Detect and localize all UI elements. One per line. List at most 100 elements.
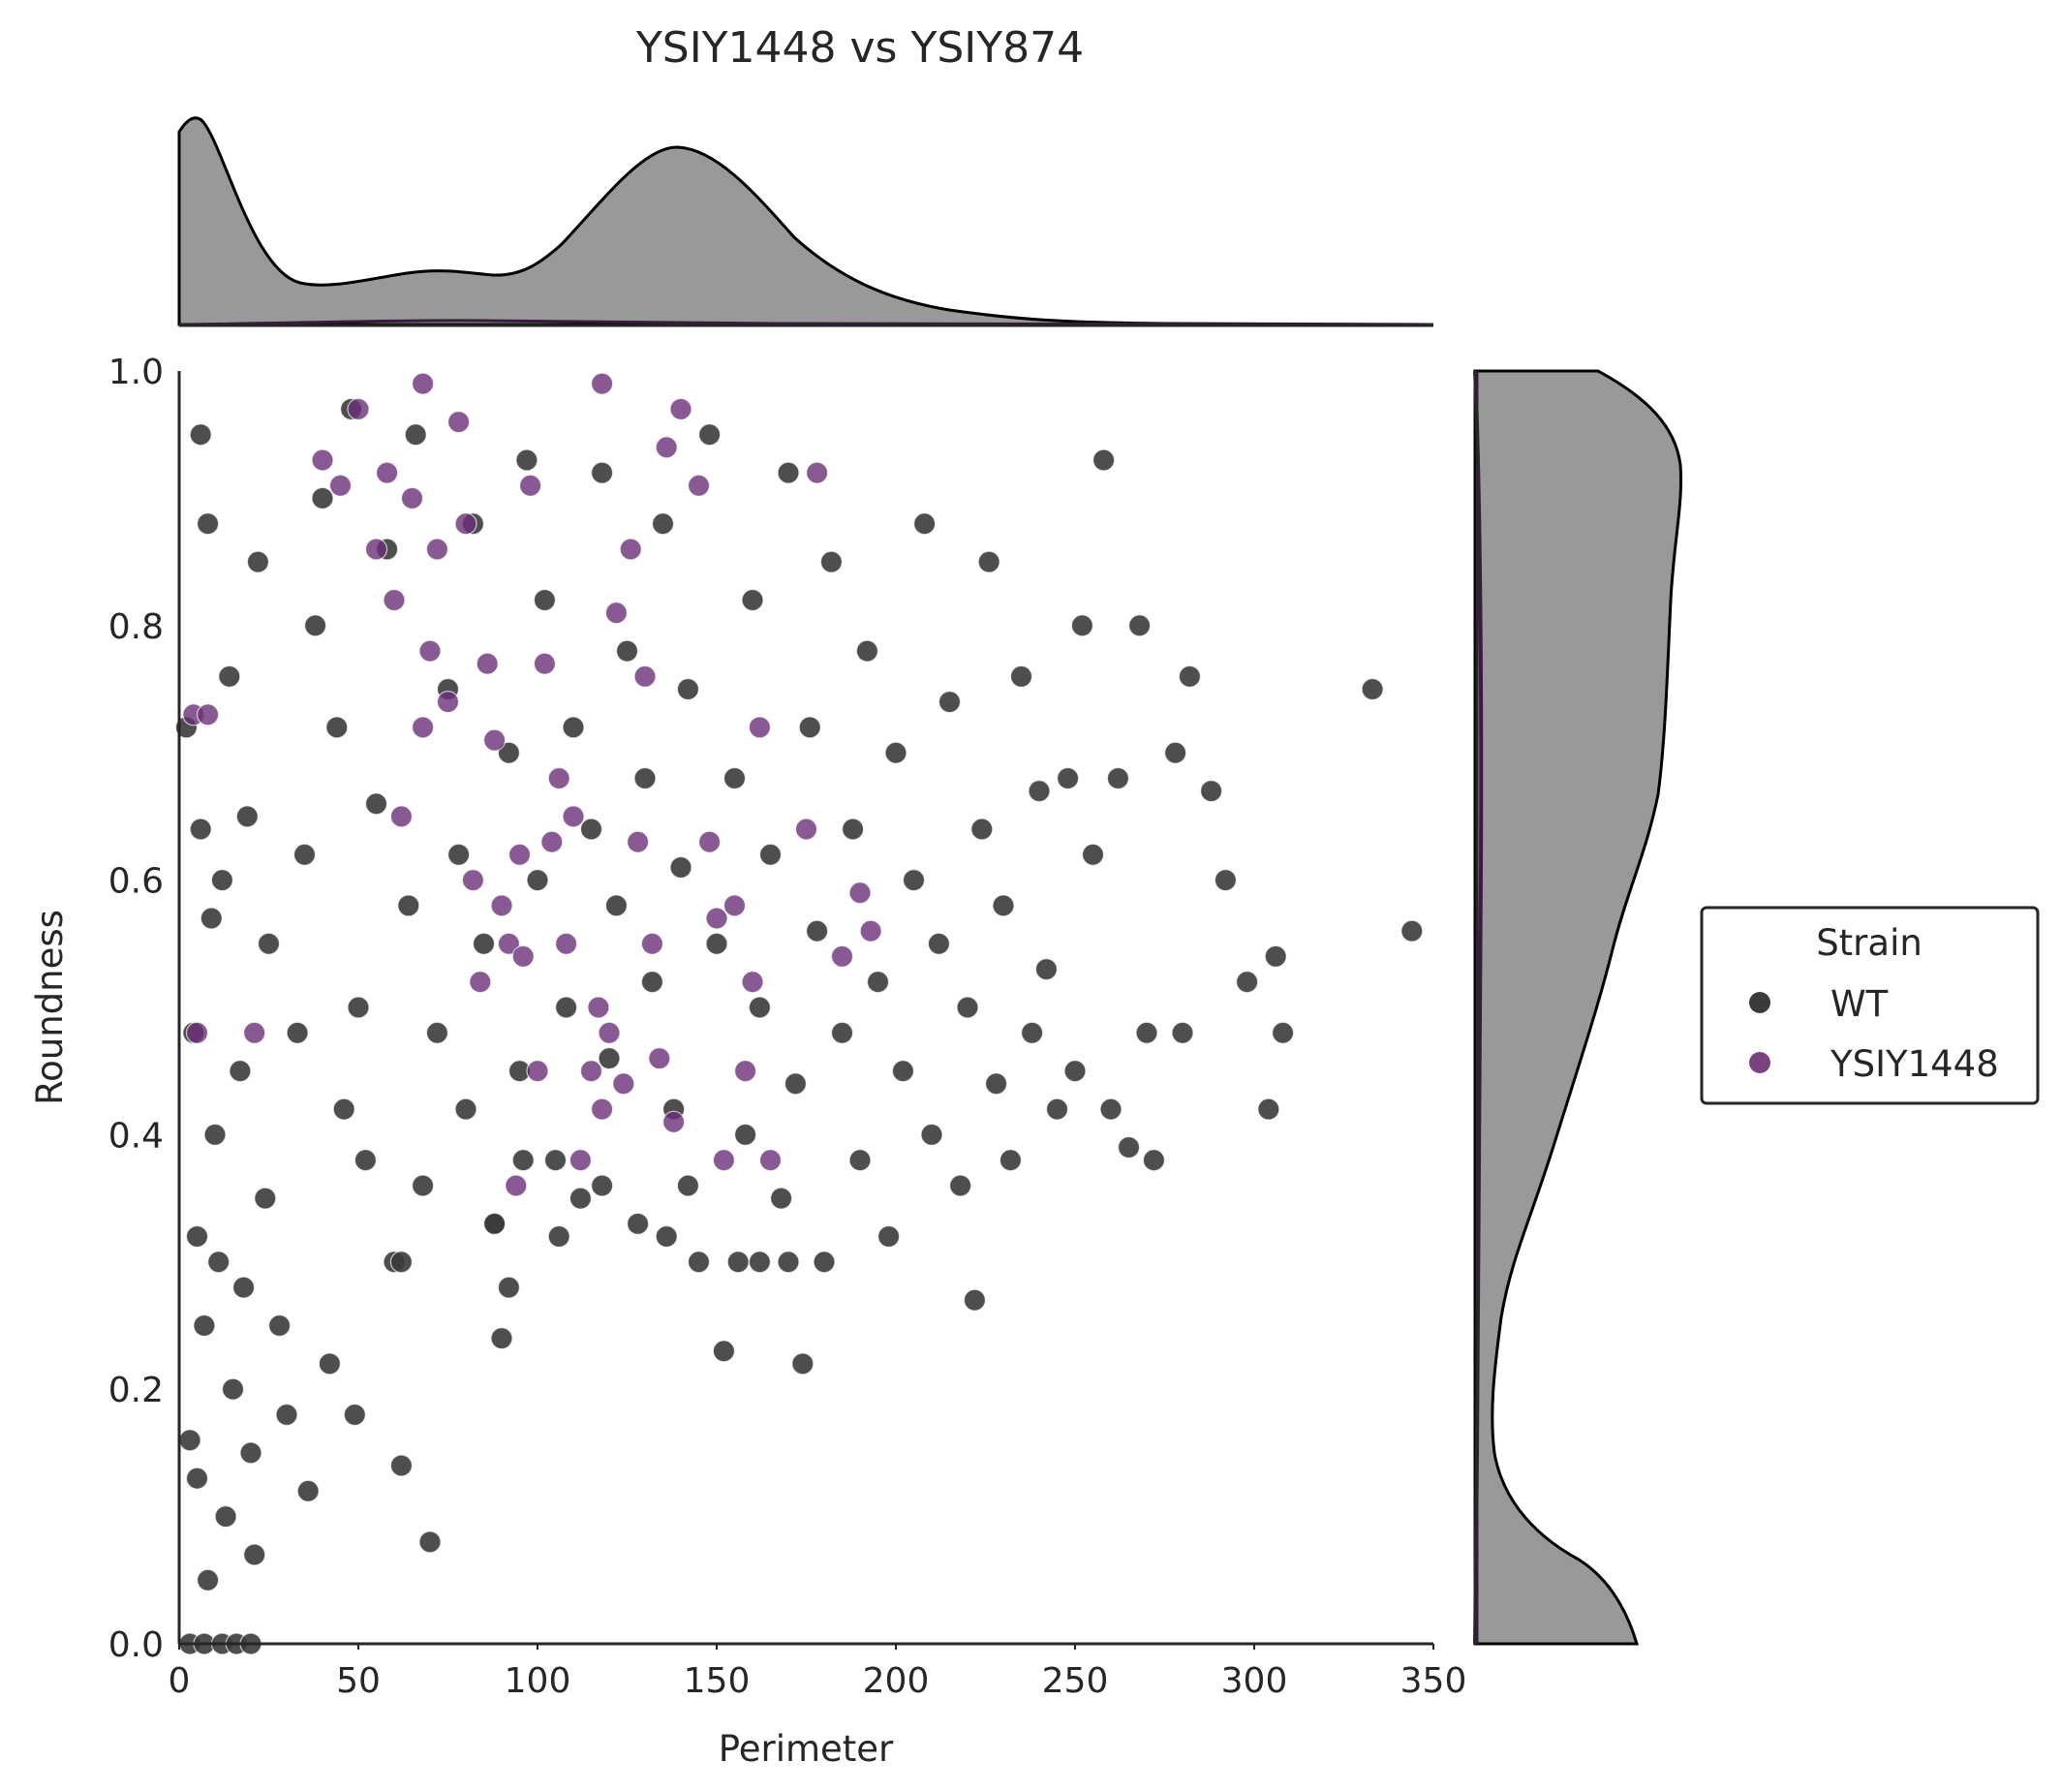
point-wt: [676, 1174, 700, 1197]
point-ysiy1448: [412, 372, 435, 395]
point-ysiy1448: [554, 932, 578, 955]
point-ysiy1448: [669, 397, 692, 420]
point-ysiy1448: [661, 1110, 686, 1133]
x-tick-label: 0: [169, 1661, 191, 1701]
point-wt: [275, 1403, 298, 1427]
point-wt: [203, 1123, 227, 1147]
point-ysiy1448: [705, 907, 728, 930]
point-ysiy1448: [511, 944, 535, 969]
point-wt: [497, 741, 521, 764]
point-wt: [726, 1251, 750, 1274]
point-wt: [798, 716, 821, 739]
point-ysiy1448: [547, 766, 570, 790]
point-wt: [777, 461, 800, 484]
point-wt: [651, 512, 675, 536]
point-wt: [232, 1276, 256, 1299]
point-ysiy1448: [412, 716, 435, 739]
y-tick-label: 0.4: [108, 1116, 164, 1156]
point-wt: [712, 1340, 736, 1363]
point-wt: [286, 1021, 309, 1044]
point-wt: [343, 1403, 366, 1427]
series-ysiy1448: [182, 372, 882, 1197]
point-wt: [598, 1046, 621, 1070]
point-ysiy1448: [604, 602, 629, 625]
point-ysiy1448: [723, 894, 747, 917]
point-wt: [229, 1060, 252, 1083]
point-wt: [927, 932, 951, 955]
x-tick-label: 150: [684, 1661, 751, 1701]
point-wt: [412, 1174, 435, 1197]
point-wt: [1081, 843, 1105, 866]
point-ysiy1448: [569, 1149, 593, 1172]
x-tick-label: 250: [1042, 1661, 1109, 1701]
point-ysiy1448: [848, 881, 872, 905]
point-ysiy1448: [619, 538, 642, 561]
point-wt: [655, 1224, 678, 1249]
point-ysiy1448: [655, 436, 678, 459]
point-wt: [292, 843, 317, 866]
point-wt: [1257, 1097, 1280, 1121]
legend-marker-ysiy1448: [1749, 1052, 1770, 1073]
point-wt: [1063, 1060, 1087, 1083]
point-ysiy1448: [533, 652, 557, 675]
point-wt: [948, 1174, 972, 1197]
point-wt: [615, 639, 639, 663]
point-wt: [769, 1187, 793, 1210]
point-wt: [389, 1251, 413, 1274]
point-wt: [705, 932, 728, 955]
legend-title: Strain: [1816, 922, 1923, 964]
point-wt: [268, 1313, 292, 1338]
kde-y-wt-area: [1473, 369, 1683, 1646]
point-wt: [1045, 1097, 1069, 1121]
point-wt: [891, 1060, 915, 1083]
legend-frame: [1700, 906, 2040, 1105]
y-axis-label: Roundness: [29, 910, 71, 1105]
point-ysiy1448: [469, 971, 492, 994]
point-ysiy1448: [587, 996, 610, 1019]
point-wt: [178, 1429, 201, 1452]
point-wt: [543, 1149, 568, 1172]
point-wt: [193, 1313, 216, 1338]
point-ysiy1448: [483, 728, 507, 752]
y-tick-label: 1.0: [108, 353, 164, 392]
point-wt: [569, 1187, 593, 1210]
point-wt: [1142, 1149, 1166, 1172]
point-ysiy1448: [612, 1072, 635, 1096]
point-ysiy1448: [383, 588, 406, 612]
point-wt: [1199, 779, 1223, 803]
point-wt: [239, 1441, 262, 1465]
point-wt: [189, 818, 212, 841]
point-wt: [354, 1149, 377, 1172]
point-wt: [963, 1288, 987, 1312]
x-tick-label: 100: [505, 1661, 571, 1701]
scatter-plot-area: 0 50 100 150 200 250 300 350 0.0 0.2 0.4 0.6 0.8 1.0: [108, 353, 1467, 1701]
point-ysiy1448: [562, 805, 585, 828]
point-ysiy1448: [758, 1149, 783, 1172]
point-wt: [791, 1352, 815, 1375]
point-wt: [214, 1504, 237, 1529]
point-wt: [207, 1251, 231, 1274]
point-wt: [830, 1021, 854, 1044]
point-wt: [748, 1251, 772, 1274]
point-wt: [1070, 614, 1094, 637]
point-wt: [425, 1021, 448, 1044]
point-wt: [741, 588, 764, 612]
scatter-points: [174, 372, 1424, 1655]
point-wt: [877, 1224, 901, 1249]
point-wt: [1020, 1021, 1044, 1044]
point-wt: [547, 1224, 570, 1249]
point-wt: [210, 868, 233, 892]
point-wt: [977, 550, 1000, 573]
point-wt: [579, 818, 603, 841]
point-wt: [590, 1174, 614, 1197]
point-wt: [311, 486, 334, 510]
right-marginal-kde: [1473, 369, 1683, 1646]
point-wt: [992, 894, 1015, 917]
y-tick-label: 0.2: [108, 1371, 164, 1410]
point-wt: [697, 423, 722, 447]
point-ysiy1448: [389, 805, 413, 828]
point-wt: [389, 1454, 413, 1477]
y-axis-ticks: 0.0 0.2 0.4 0.6 0.8 1.0: [108, 353, 164, 1665]
point-wt: [819, 550, 844, 573]
